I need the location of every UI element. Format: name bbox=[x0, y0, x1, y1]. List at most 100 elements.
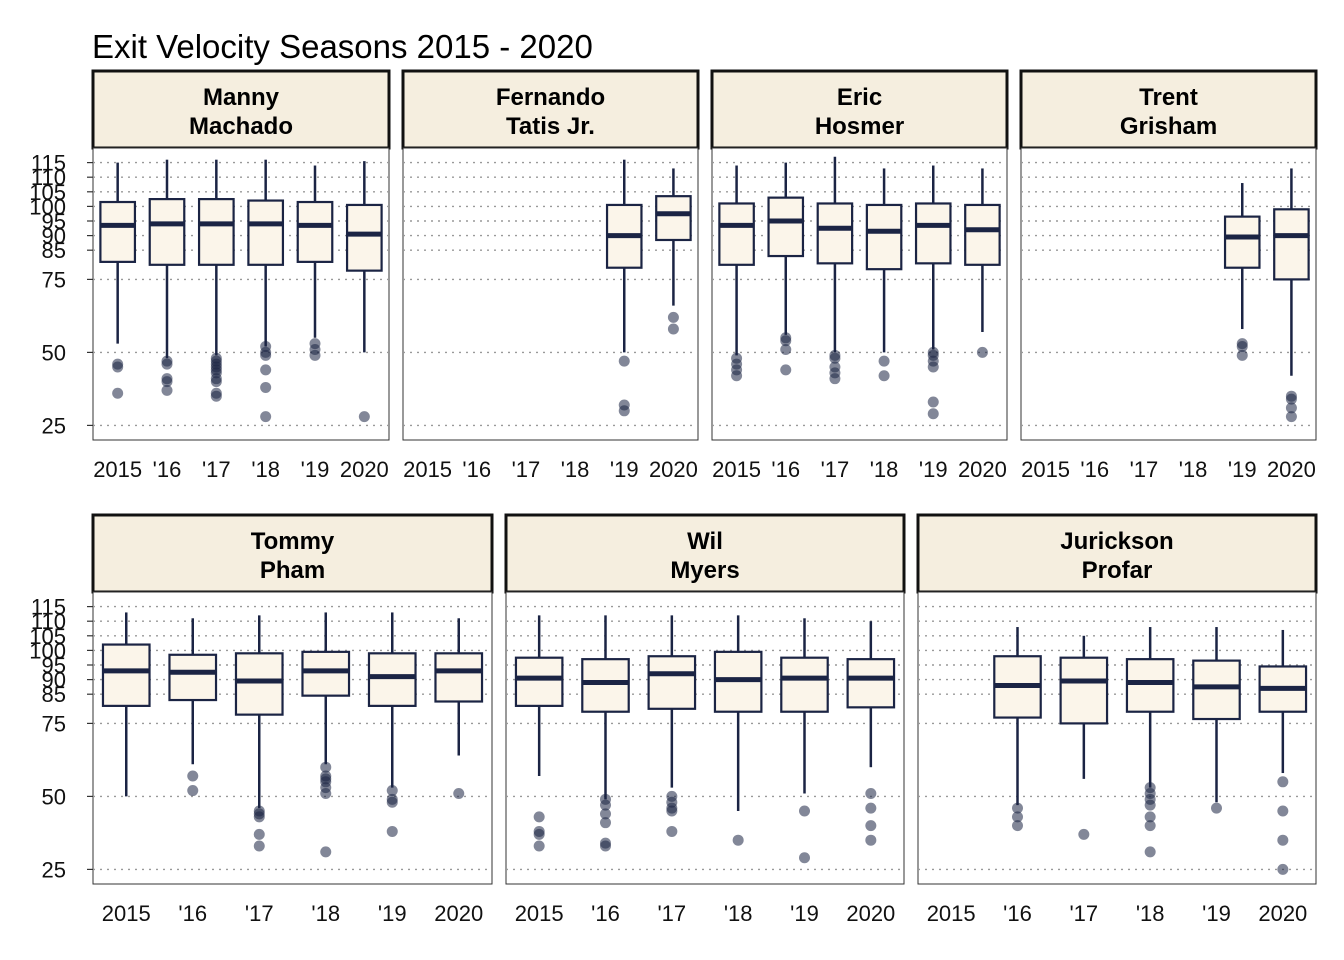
x-tick-label: '18 bbox=[870, 457, 899, 482]
box bbox=[367, 652, 417, 707]
box bbox=[718, 202, 755, 266]
outlier-point bbox=[320, 761, 332, 773]
outlier-point bbox=[453, 787, 465, 799]
outlier-point bbox=[260, 364, 272, 376]
facet-strip-label: Jurickson bbox=[1060, 528, 1173, 555]
outlier-point bbox=[731, 370, 743, 382]
y-tick-label: 50 bbox=[42, 340, 66, 365]
outlier-point bbox=[829, 352, 841, 364]
y-tick-label: 85 bbox=[42, 238, 66, 263]
x-tick-label: 2015 bbox=[403, 457, 452, 482]
x-tick-label: '19 bbox=[610, 457, 639, 482]
outlier-point bbox=[386, 796, 398, 808]
box bbox=[581, 658, 630, 713]
x-tick-label: 2020 bbox=[846, 901, 895, 926]
outlier-point bbox=[865, 787, 877, 799]
x-tick-label: '16 bbox=[1080, 457, 1109, 482]
facet-strip bbox=[504, 513, 906, 594]
outlier-point bbox=[780, 343, 792, 355]
box bbox=[964, 203, 1001, 266]
box bbox=[1273, 208, 1310, 281]
y-tick-label: 100 bbox=[29, 638, 66, 663]
outlier-point bbox=[253, 811, 265, 823]
outlier-point bbox=[533, 828, 545, 840]
y-tick-label: 115 bbox=[31, 595, 66, 620]
outlier-point bbox=[260, 381, 272, 393]
box bbox=[301, 650, 351, 697]
outlier-point bbox=[1144, 811, 1156, 823]
outlier-point bbox=[865, 802, 877, 814]
x-tick-label: '17 bbox=[202, 457, 231, 482]
facet-strip bbox=[91, 69, 391, 150]
box bbox=[1125, 658, 1175, 713]
outlier-point bbox=[732, 834, 744, 846]
outlier-point bbox=[666, 825, 678, 837]
outlier-point bbox=[666, 805, 678, 817]
outlier-point bbox=[260, 411, 272, 423]
box bbox=[1192, 659, 1241, 721]
x-tick-label: '17 bbox=[512, 457, 541, 482]
x-tick-label: 2020 bbox=[1267, 457, 1316, 482]
x-tick-label: '16 bbox=[591, 901, 620, 926]
box bbox=[655, 195, 692, 242]
chart-title: Exit Velocity Seasons 2015 - 2020 bbox=[92, 28, 593, 65]
x-tick-label: 2020 bbox=[340, 457, 389, 482]
outlier-point bbox=[210, 376, 222, 388]
outlier-point bbox=[799, 852, 810, 864]
box bbox=[345, 203, 383, 272]
panel-background bbox=[402, 147, 699, 441]
outlier-point bbox=[161, 376, 173, 388]
outlier-point bbox=[927, 361, 939, 373]
outlier-point bbox=[1012, 811, 1023, 823]
outlier-point bbox=[187, 785, 199, 797]
facet-strip-label: Myers bbox=[670, 557, 739, 584]
x-tick-label: '19 bbox=[790, 901, 819, 926]
x-tick-label: '19 bbox=[301, 457, 330, 482]
x-tick-label: '17 bbox=[821, 457, 850, 482]
outlier-point bbox=[533, 811, 545, 823]
x-tick-label: '18 bbox=[1136, 901, 1165, 926]
x-tick-label: '18 bbox=[724, 901, 753, 926]
outlier-point bbox=[1277, 863, 1289, 875]
outlier-point bbox=[1277, 805, 1289, 817]
outlier-point bbox=[1078, 828, 1090, 840]
x-tick-label: '16 bbox=[153, 457, 182, 482]
box bbox=[296, 200, 334, 263]
outlier-point bbox=[600, 817, 611, 829]
x-tick-label: '18 bbox=[311, 901, 340, 926]
facet-strip-label: Wil bbox=[687, 528, 723, 555]
outlier-point bbox=[1144, 820, 1156, 832]
box bbox=[816, 202, 854, 265]
outlier-point bbox=[386, 825, 398, 837]
x-tick-label: '17 bbox=[1069, 901, 1098, 926]
outlier-point bbox=[618, 405, 630, 417]
y-tick-label: 85 bbox=[42, 682, 66, 707]
x-tick-label: '16 bbox=[1003, 901, 1032, 926]
y-tick-label: 110 bbox=[31, 609, 66, 634]
outlier-point bbox=[161, 358, 173, 370]
facet-strip-label: Profar bbox=[1082, 557, 1153, 584]
outlier-point bbox=[667, 311, 679, 323]
outlier-point bbox=[1236, 341, 1248, 353]
box bbox=[434, 652, 484, 703]
outlier-point bbox=[780, 335, 792, 347]
facet-strip-label: Pham bbox=[260, 557, 325, 584]
outlier-point bbox=[320, 846, 332, 858]
x-tick-label: '19 bbox=[1202, 901, 1231, 926]
y-tick-label: 105 bbox=[29, 180, 66, 205]
facet-strip bbox=[916, 513, 1318, 594]
facet-strip-label: Tatis Jr. bbox=[506, 113, 595, 140]
outlier-point bbox=[358, 411, 370, 423]
x-tick-label: '18 bbox=[1179, 457, 1208, 482]
facet-strip-label: Grisham bbox=[1120, 113, 1217, 140]
outlier-point bbox=[112, 361, 124, 373]
outlier-point bbox=[878, 355, 890, 367]
outlier-point bbox=[600, 799, 611, 811]
outlier-point bbox=[260, 349, 272, 361]
x-tick-label: '19 bbox=[919, 457, 948, 482]
x-tick-label: '16 bbox=[771, 457, 800, 482]
x-tick-label: 2020 bbox=[958, 457, 1007, 482]
box bbox=[247, 199, 285, 266]
box bbox=[647, 655, 697, 710]
